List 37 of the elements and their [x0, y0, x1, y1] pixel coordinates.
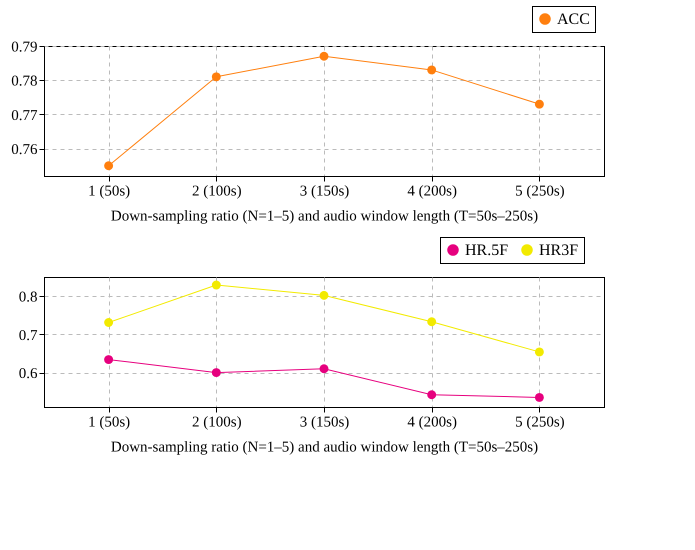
point — [427, 65, 436, 74]
legend-label: ACC — [557, 11, 590, 28]
x-axis-title: Down-sampling ratio (N=1–5) and audio window length (T=50s–250s) — [110, 440, 538, 456]
point — [320, 52, 328, 61]
y-tick-label: 0.76 — [11, 142, 38, 158]
x-tick-label: 3 (150s) — [300, 414, 350, 430]
x-axis-title: Down-sampling ratio (N=1–5) and audio window length (T=50s–250s) — [110, 208, 538, 224]
y-tick-label: 0.78 — [11, 74, 38, 90]
point — [427, 317, 436, 326]
point — [534, 392, 544, 402]
y-tick-label: 0.7 — [18, 328, 38, 344]
y-tick-label: 0.79 — [11, 40, 38, 56]
x-tick-label: 1 (50s) — [88, 184, 130, 200]
point — [427, 390, 436, 400]
x-tick-label: 4 (200s) — [407, 414, 457, 430]
point — [212, 280, 221, 290]
y-tick-label: 0.8 — [18, 290, 38, 306]
x-tick-label: 1 (50s) — [88, 414, 130, 430]
point — [320, 364, 328, 374]
point — [212, 72, 221, 82]
point — [104, 161, 114, 170]
y-tick-label: 0.6 — [18, 366, 38, 382]
point — [320, 290, 328, 300]
point — [534, 100, 544, 109]
point — [104, 355, 114, 364]
x-tick-label: 3 (150s) — [300, 184, 350, 200]
x-tick-label: 2 (100s) — [192, 184, 242, 200]
y-tick-label: 0.77 — [11, 108, 38, 124]
x-tick-label: 5 (250s) — [515, 184, 565, 200]
x-tick-label: 2 (100s) — [192, 414, 242, 430]
point — [104, 318, 114, 327]
point — [534, 347, 544, 356]
x-tick-label: 4 (200s) — [407, 184, 457, 200]
legend-label: HR3F — [539, 242, 578, 259]
point — [212, 368, 221, 378]
x-tick-label: 5 (250s) — [515, 414, 565, 430]
legend-label: HR.5F — [465, 242, 508, 259]
